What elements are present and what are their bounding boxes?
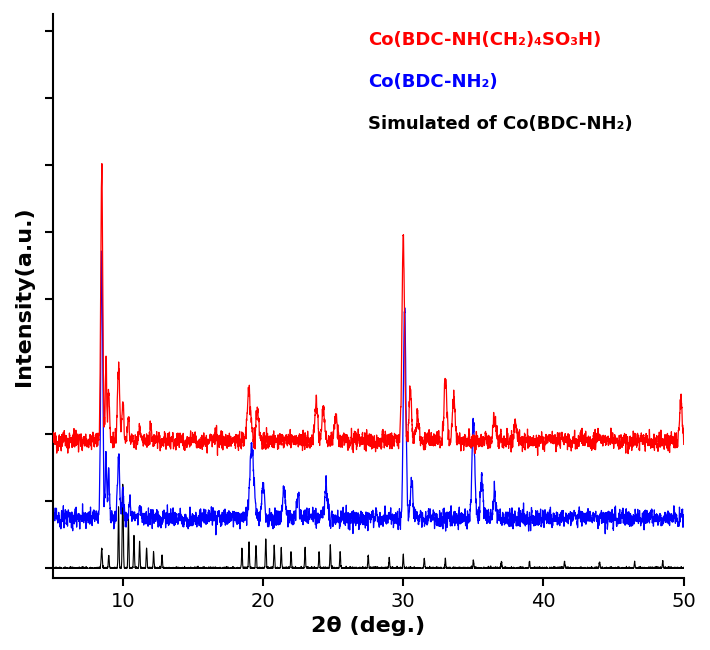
X-axis label: 2θ (deg.): 2θ (deg.) xyxy=(311,616,425,636)
Y-axis label: Intensity(a.u.): Intensity(a.u.) xyxy=(14,206,34,386)
Text: Simulated of Co(BDC-NH₂): Simulated of Co(BDC-NH₂) xyxy=(368,116,633,133)
Text: Co(BDC-NH(CH₂)₄SO₃H): Co(BDC-NH(CH₂)₄SO₃H) xyxy=(368,31,601,49)
Text: Co(BDC-NH₂): Co(BDC-NH₂) xyxy=(368,73,498,91)
